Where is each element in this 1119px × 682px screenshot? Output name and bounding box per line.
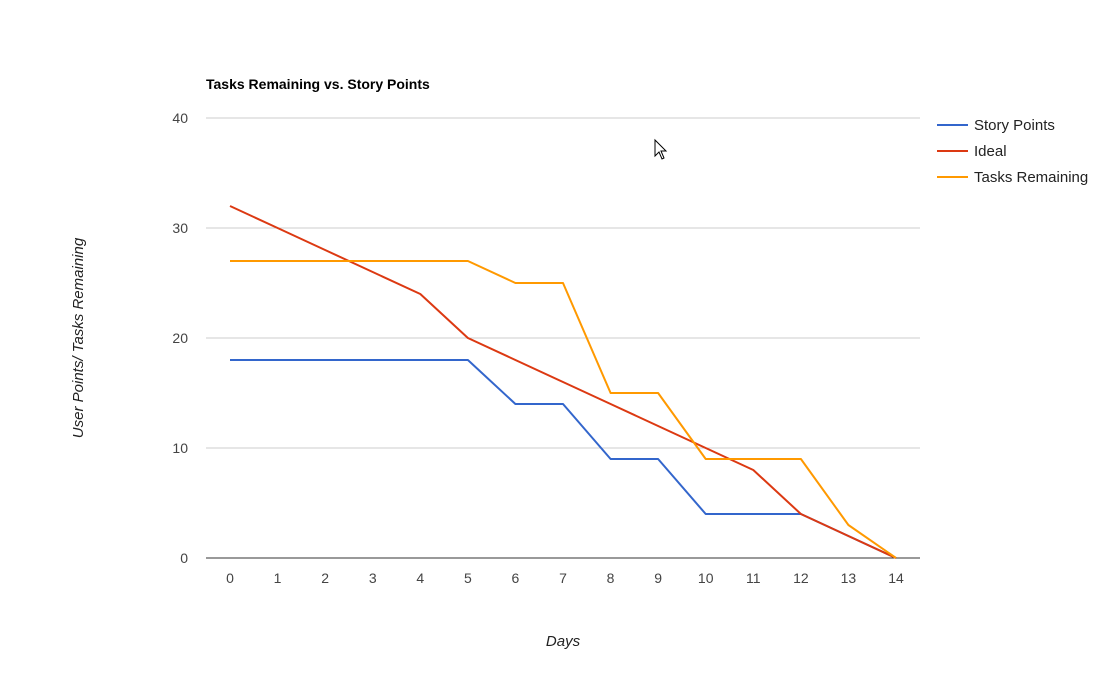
x-tick-label: 8 (607, 570, 615, 586)
x-tick-label: 14 (888, 570, 904, 586)
legend-label: Tasks Remaining (974, 169, 1088, 186)
series-line-tasks-remaining (230, 260, 897, 559)
x-tick-label: 5 (464, 570, 472, 586)
x-axis-ticks: 0 1 2 3 4 5 6 7 8 9 10 11 12 13 14 (226, 570, 904, 586)
x-tick-label: 9 (654, 570, 662, 586)
y-tick-label: 40 (172, 110, 188, 126)
x-tick-label: 1 (274, 570, 282, 586)
y-axis-title: User Points/ Tasks Remaining (70, 237, 87, 438)
mouse-cursor-icon (654, 138, 668, 160)
legend-item: Story Points (937, 117, 1055, 134)
x-tick-label: 10 (698, 570, 714, 586)
x-tick-label: 6 (512, 570, 520, 586)
x-tick-label: 0 (226, 570, 234, 586)
series-line-ideal (229, 205, 897, 559)
chart-title: Tasks Remaining vs. Story Points (206, 76, 430, 92)
legend-item: Tasks Remaining (937, 169, 1088, 186)
x-tick-label: 2 (321, 570, 329, 586)
x-tick-label: 11 (746, 570, 761, 586)
x-axis-title: Days (546, 633, 581, 650)
y-tick-label: 30 (172, 220, 188, 236)
x-tick-label: 3 (369, 570, 377, 586)
series-line-story-points (230, 359, 897, 559)
y-tick-label: 10 (172, 440, 188, 456)
y-tick-label: 20 (172, 330, 188, 346)
x-tick-label: 4 (416, 570, 424, 586)
y-tick-label: 0 (180, 550, 188, 566)
legend-label: Story Points (974, 117, 1055, 134)
x-tick-label: 13 (841, 570, 857, 586)
series-lines (229, 205, 897, 559)
x-tick-label: 7 (559, 570, 567, 586)
x-tick-label: 12 (793, 570, 809, 586)
legend: Story Points Ideal Tasks Remaining (937, 117, 1088, 186)
legend-label: Ideal (974, 143, 1007, 160)
gridlines (206, 117, 920, 559)
y-axis-ticks: 0 10 20 30 40 (172, 110, 188, 566)
legend-item: Ideal (937, 143, 1007, 160)
